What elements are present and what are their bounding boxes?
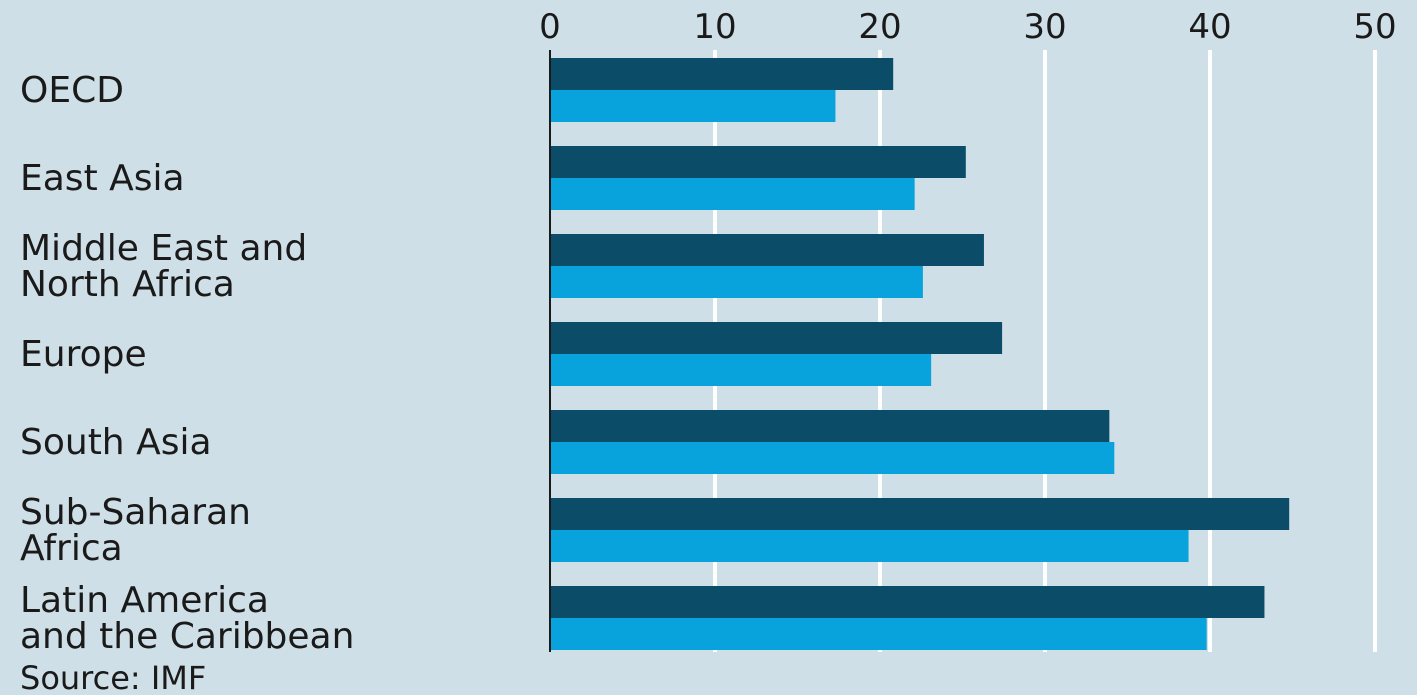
category-label: South Asia — [20, 422, 212, 463]
bar-series-1 — [550, 58, 894, 90]
bar-series-2 — [550, 442, 1115, 474]
category-label: Europe — [20, 334, 147, 375]
bar-series-1 — [550, 410, 1110, 442]
bar-series-1 — [550, 146, 966, 178]
bar-series-2 — [550, 266, 923, 298]
x-tick-label: 0 — [539, 7, 561, 47]
bar-series-1 — [550, 498, 1290, 530]
x-tick-label: 50 — [1353, 7, 1396, 47]
x-tick-labels: 0 10 20 30 40 50 — [539, 7, 1396, 47]
bar-series-2 — [550, 618, 1207, 650]
bar-series-2 — [550, 90, 836, 122]
category-label: Sub-Saharan — [20, 492, 251, 533]
category-label: Africa — [20, 528, 123, 569]
source-note: Source: IMF — [20, 659, 206, 695]
bar-series-1 — [550, 322, 1003, 354]
x-tick-label: 20 — [858, 7, 901, 47]
category-label: Middle East and — [20, 228, 307, 269]
x-tick-label: 30 — [1023, 7, 1066, 47]
category-label: Latin America — [20, 580, 269, 621]
category-label: East Asia — [20, 158, 185, 199]
bar-series-1 — [550, 234, 984, 266]
category-label: and the Caribbean — [20, 616, 354, 657]
bar-series-2 — [550, 178, 915, 210]
bar-series-2 — [550, 354, 932, 386]
x-tick-label: 10 — [693, 7, 736, 47]
bars — [550, 58, 1290, 650]
x-tick-label: 40 — [1188, 7, 1231, 47]
bar-series-2 — [550, 530, 1189, 562]
category-label: OECD — [20, 70, 124, 111]
category-label: North Africa — [20, 264, 235, 305]
bar-series-1 — [550, 586, 1265, 618]
